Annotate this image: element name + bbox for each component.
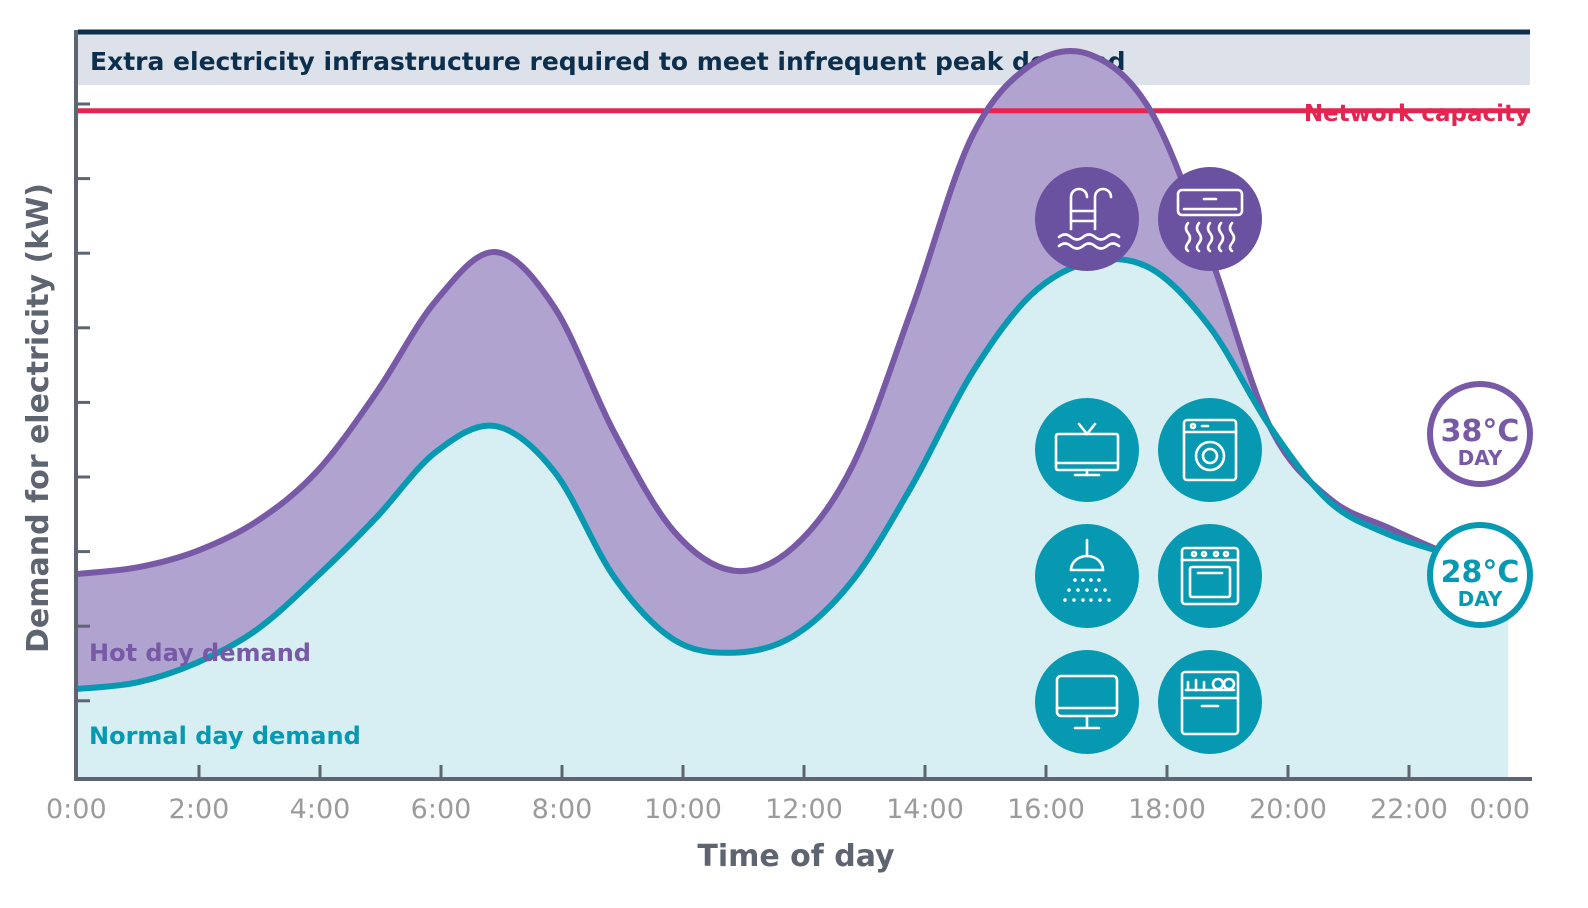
shower-icon	[1035, 524, 1139, 628]
peak-band	[78, 33, 1530, 85]
oven-icon	[1158, 524, 1262, 628]
x-tick-label: 8:00	[532, 794, 593, 825]
y-axis-title: Demand for electricity (kW)	[21, 183, 56, 653]
network-capacity-label: Network capacity	[1304, 101, 1530, 127]
y-axis-ticks	[76, 102, 90, 703]
x-axis-ticks: 0:00 2:00 4:00 6:00 8:00 10:00 12:00 14:00 16:00…	[46, 765, 1530, 825]
x-tick-label: 20:00	[1249, 794, 1327, 825]
hot-day-badge: 38°C DAY	[1427, 381, 1533, 487]
hot-day-label: Hot day demand	[89, 639, 311, 667]
band-label: Extra electricity infrastructure require…	[90, 47, 1126, 76]
dishwasher-icon	[1158, 650, 1262, 754]
x-tick-label: 6:00	[411, 794, 472, 825]
pool-icon	[1035, 167, 1139, 271]
x-tick-label: 16:00	[1007, 794, 1085, 825]
x-axis-title: Time of day	[697, 839, 895, 874]
normal-day-label: Normal day demand	[89, 722, 361, 750]
x-tick-label: 0:00	[46, 794, 107, 825]
air-conditioner-icon	[1158, 167, 1262, 271]
normal-day-line	[75, 256, 1511, 692]
x-tick-label: 22:00	[1370, 794, 1448, 825]
x-tick-label: 14:00	[886, 794, 964, 825]
x-tick-label: 2:00	[169, 794, 230, 825]
television-icon	[1035, 398, 1139, 502]
normal-day-area	[78, 259, 1508, 777]
x-tick-label: 12:00	[765, 794, 843, 825]
normal-day-badge-word: DAY	[1458, 587, 1503, 611]
washing-machine-icon	[1158, 398, 1262, 502]
hot-day-badge-temp: 38°C	[1441, 414, 1520, 449]
hot-day-line	[75, 47, 1511, 581]
x-tick-label: 4:00	[290, 794, 351, 825]
normal-day-badge-temp: 28°C	[1441, 555, 1520, 590]
computer-monitor-icon	[1035, 650, 1139, 754]
x-tick-label: 0:00	[1469, 794, 1530, 825]
x-tick-label: 10:00	[644, 794, 722, 825]
hot-day-badge-word: DAY	[1458, 446, 1503, 470]
normal-day-badge: 28°C DAY	[1427, 522, 1533, 628]
x-tick-label: 18:00	[1128, 794, 1206, 825]
